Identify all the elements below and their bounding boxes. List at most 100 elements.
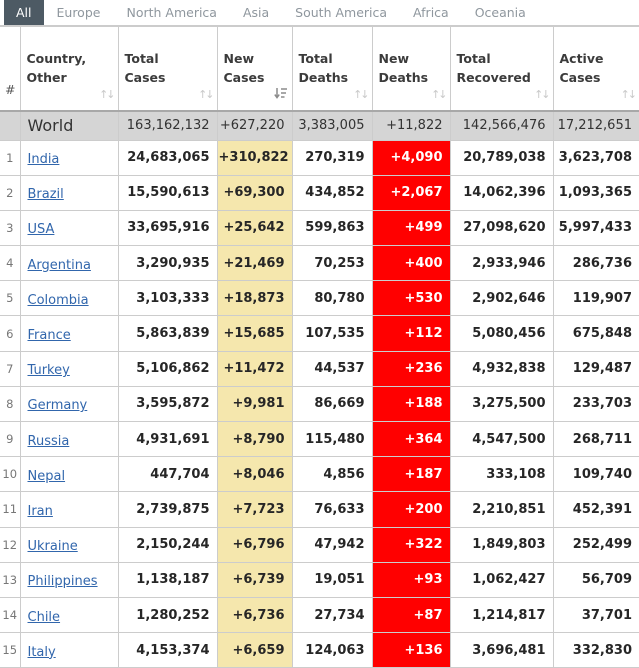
total-deaths-cell: 434,852 <box>291 174 373 211</box>
total-cases-cell: 1,138,187 <box>117 561 218 598</box>
total-deaths-cell: 599,863 <box>291 209 373 247</box>
country-link[interactable]: Russia <box>27 433 70 449</box>
new-cases-cell: +6,796 <box>216 526 293 563</box>
country-link[interactable]: Turkey <box>27 363 70 379</box>
new-deaths-cell: +4,090 <box>371 139 451 176</box>
column-header-new-cases[interactable]: New Cases <box>216 26 293 112</box>
total-deaths-cell: 270,319 <box>291 139 373 176</box>
country-link[interactable]: France <box>27 328 71 344</box>
active-cases-cell: 37,701 <box>552 596 639 634</box>
rank-cell: 1 <box>0 139 21 176</box>
country-cell: Turkey <box>19 350 119 387</box>
new-cases-cell: +6,736 <box>216 596 293 634</box>
rank-cell: 7 <box>0 350 21 387</box>
tab-north-america[interactable]: North America <box>126 5 217 20</box>
tab-europe[interactable]: Europe <box>56 5 101 20</box>
rank-cell: 5 <box>0 280 21 317</box>
country-link[interactable]: Germany <box>27 398 88 414</box>
tab-oceania[interactable]: Oceania <box>474 5 526 20</box>
column-header-active-cases-label: Active Cases <box>559 50 604 85</box>
new-cases-cell: +25,642 <box>216 209 293 247</box>
country-link[interactable]: Chile <box>27 609 61 625</box>
column-header-new-deaths[interactable]: New Deaths ↑↓ <box>371 26 451 112</box>
rank-cell: 12 <box>0 526 21 563</box>
new-deaths-cell: +530 <box>371 280 451 317</box>
country-cell: USA <box>19 209 119 247</box>
country-link[interactable]: Nepal <box>27 468 66 484</box>
new-deaths-cell: +112 <box>371 315 451 352</box>
sort-icon: ↑↓ <box>431 88 448 101</box>
country-row: 10 Nepal 447,704 +8,046 4,856 +187 333,1… <box>0 456 639 493</box>
rank-cell: 15 <box>0 632 21 668</box>
new-cases-cell: +15,685 <box>216 315 293 352</box>
column-header-total-cases[interactable]: Total Cases ↑↓ <box>117 26 218 112</box>
column-header-active-cases[interactable]: Active Cases ↑↓ <box>552 26 639 112</box>
country-link[interactable]: Italy <box>27 644 56 660</box>
new-deaths-cell: +400 <box>371 245 451 282</box>
tab-africa[interactable]: Africa <box>413 5 449 20</box>
column-header-total-recovered-label: Total Recovered <box>456 50 531 85</box>
active-cases-cell: 109,740 <box>552 456 639 493</box>
new-cases-cell: +7,723 <box>216 491 293 528</box>
country-link[interactable]: Colombia <box>27 292 89 308</box>
total-cases-cell: 33,695,916 <box>117 209 218 247</box>
total-deaths-cell: 86,669 <box>291 385 373 423</box>
active-cases-cell: 233,703 <box>552 385 639 423</box>
rank-cell: 4 <box>0 245 21 282</box>
total-recovered-cell: 14,062,396 <box>449 174 554 211</box>
total-recovered-cell: 27,098,620 <box>449 209 554 247</box>
active-cases-cell: 1,093,365 <box>552 174 639 211</box>
world-active-cases-cell: 17,212,651 <box>552 110 639 141</box>
total-cases-cell: 4,931,691 <box>117 420 218 458</box>
total-deaths-cell: 76,633 <box>291 491 373 528</box>
active-cases-cell: 675,848 <box>552 315 639 352</box>
new-deaths-cell: +499 <box>371 209 451 247</box>
active-cases-cell: 268,711 <box>552 420 639 458</box>
total-cases-cell: 4,153,374 <box>117 632 218 668</box>
new-deaths-cell: +236 <box>371 350 451 387</box>
country-cell: Argentina <box>19 245 119 282</box>
country-row: 7 Turkey 5,106,862 +11,472 44,537 +236 4… <box>0 350 639 387</box>
country-link[interactable]: Philippines <box>27 574 98 590</box>
country-link[interactable]: Brazil <box>27 187 64 203</box>
total-recovered-cell: 1,214,817 <box>449 596 554 634</box>
active-cases-cell: 3,623,708 <box>552 139 639 176</box>
active-cases-cell: 332,830 <box>552 632 639 668</box>
column-header-country[interactable]: Country, Other ↑↓ <box>19 26 119 112</box>
country-cell: Russia <box>19 420 119 458</box>
new-deaths-cell: +87 <box>371 596 451 634</box>
new-deaths-cell: +2,067 <box>371 174 451 211</box>
header-row: # Country, Other ↑↓ Total Cases ↑↓ New C… <box>0 26 639 112</box>
country-row: 2 Brazil 15,590,613 +69,300 434,852 +2,0… <box>0 174 639 211</box>
country-link[interactable]: India <box>27 152 60 168</box>
new-deaths-cell: +188 <box>371 385 451 423</box>
total-cases-cell: 5,106,862 <box>117 350 218 387</box>
total-recovered-cell: 4,932,838 <box>449 350 554 387</box>
total-deaths-cell: 44,537 <box>291 350 373 387</box>
rank-cell: 10 <box>0 456 21 493</box>
country-row: 11 Iran 2,739,875 +7,723 76,633 +200 2,2… <box>0 491 639 528</box>
country-row: 14 Chile 1,280,252 +6,736 27,734 +87 1,2… <box>0 596 639 634</box>
total-cases-cell: 2,739,875 <box>117 491 218 528</box>
column-header-total-recovered[interactable]: Total Recovered ↑↓ <box>449 26 554 112</box>
country-link[interactable]: USA <box>27 222 55 238</box>
column-header-total-deaths[interactable]: Total Deaths ↑↓ <box>291 26 373 112</box>
active-cases-cell: 286,736 <box>552 245 639 282</box>
total-cases-cell: 24,683,065 <box>117 139 218 176</box>
country-link[interactable]: Argentina <box>27 257 91 273</box>
total-cases-cell: 2,150,244 <box>117 526 218 563</box>
continent-tab-bar: All Europe North America Asia South Amer… <box>0 0 639 26</box>
total-recovered-cell: 20,789,038 <box>449 139 554 176</box>
active-cases-cell: 452,391 <box>552 491 639 528</box>
total-cases-cell: 15,590,613 <box>117 174 218 211</box>
country-cell: Italy <box>19 632 119 668</box>
total-recovered-cell: 3,696,481 <box>449 632 554 668</box>
tab-asia[interactable]: Asia <box>242 5 270 20</box>
tab-south-america[interactable]: South America <box>295 5 388 20</box>
country-link[interactable]: Ukraine <box>27 539 78 555</box>
new-cases-cell: +8,046 <box>216 456 293 493</box>
new-cases-cell: +310,822 <box>216 139 293 176</box>
country-link[interactable]: Iran <box>27 503 53 519</box>
tab-all[interactable]: All <box>4 0 44 25</box>
rank-cell: 9 <box>0 420 21 458</box>
